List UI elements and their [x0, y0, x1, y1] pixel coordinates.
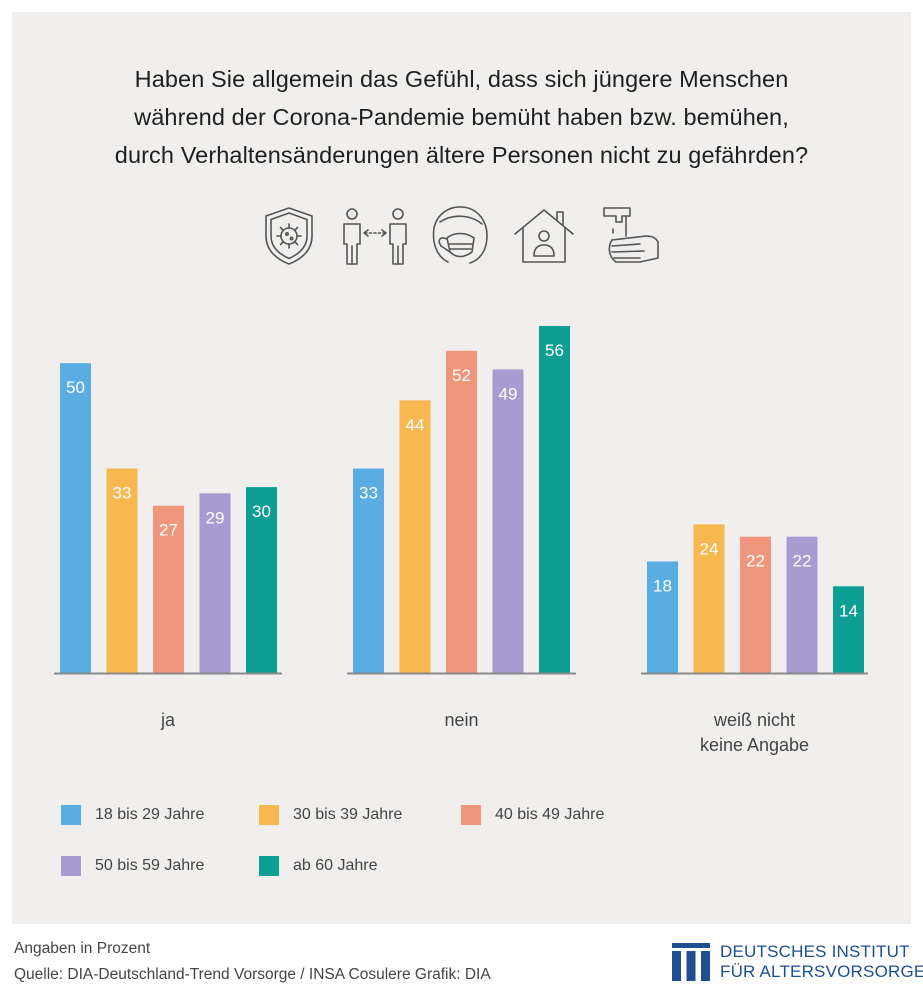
legend-item-40-49: 40 bis 49 Jahre [461, 805, 604, 825]
bar-value-label: 29 [206, 508, 225, 527]
category-label: ja [160, 710, 176, 730]
bar [492, 369, 524, 673]
bar [740, 536, 771, 673]
legend-item-60-plus: ab 60 Jahre [259, 856, 378, 876]
bar-value-label: 44 [406, 415, 425, 434]
bar-value-label: 56 [545, 341, 564, 360]
bar [539, 326, 570, 673]
bar-value-label: 52 [452, 366, 471, 385]
bar-value-label: 49 [499, 384, 518, 403]
title-line-2: während der Corona-Pandemie bemüht haben… [134, 104, 789, 130]
bar-value-label: 24 [700, 539, 719, 558]
legend-item-30-39: 30 bis 39 Jahre [259, 805, 402, 825]
title-line-1: Haben Sie allgemein das Gefühl, dass sic… [134, 66, 789, 92]
legend-swatch [259, 856, 279, 876]
category-label: nein [444, 710, 478, 730]
bar-value-label: 14 [839, 601, 858, 620]
bar [199, 493, 231, 673]
bar [693, 524, 725, 673]
bar [153, 505, 184, 673]
legend-swatch [61, 856, 81, 876]
bar [399, 400, 431, 673]
legend-swatch [61, 805, 81, 825]
bar [647, 561, 678, 673]
title-line-3: durch Verhaltensänderungen ältere Person… [114, 142, 809, 168]
bar-value-label: 27 [159, 521, 178, 540]
legend-swatch [461, 805, 481, 825]
category-label: keine Angabe [700, 735, 809, 755]
legend-label: 30 bis 39 Jahre [293, 806, 403, 823]
bar-value-label: 22 [746, 552, 765, 571]
bar [106, 468, 138, 673]
bar [446, 350, 477, 673]
bar-value-label: 18 [653, 576, 672, 595]
legend-item-18-29: 18 bis 29 Jahre [61, 805, 204, 825]
bar [353, 468, 384, 673]
logo-line-2: FÜR ALTERSVORSORGE [720, 962, 923, 981]
bar [246, 487, 277, 673]
bar [786, 536, 818, 673]
legend-item-50-59: 50 bis 59 Jahre [61, 856, 204, 876]
dia-logo-text: DEUTSCHES INSTITUT FÜR ALTERSVORSORGE [720, 942, 923, 982]
legend-label: ab 60 Jahre [293, 857, 378, 874]
category-label: weiß nicht [713, 710, 795, 730]
bar-value-label: 33 [113, 484, 132, 503]
bar [60, 363, 91, 673]
bar-value-label: 33 [359, 484, 378, 503]
dia-logo: DEUTSCHES INSTITUT FÜR ALTERSVORSORGE [672, 942, 923, 982]
bar [833, 586, 864, 673]
legend-label: 18 bis 29 Jahre [95, 806, 205, 823]
chart-title: Haben Sie allgemein das Gefühl, dass sic… [0, 60, 923, 174]
bar-value-label: 22 [793, 552, 812, 571]
footer-source: Quelle: DIA-Deutschland-Trend Vorsorge /… [14, 966, 491, 983]
dia-logo-mark [672, 943, 710, 981]
bar-value-label: 50 [66, 378, 85, 397]
bar-value-label: 30 [252, 502, 271, 521]
logo-line-1: DEUTSCHES INSTITUT [720, 942, 910, 961]
legend-label: 40 bis 49 Jahre [495, 806, 605, 823]
footer-note: Angaben in Prozent [14, 940, 151, 957]
bar-chart: 50 33 27 29 30 ja 33 44 52 49 56 nein 18 24 22 22 14 weiß… [54, 326, 868, 755]
legend-swatch [259, 805, 279, 825]
legend-label: 50 bis 59 Jahre [95, 857, 205, 874]
